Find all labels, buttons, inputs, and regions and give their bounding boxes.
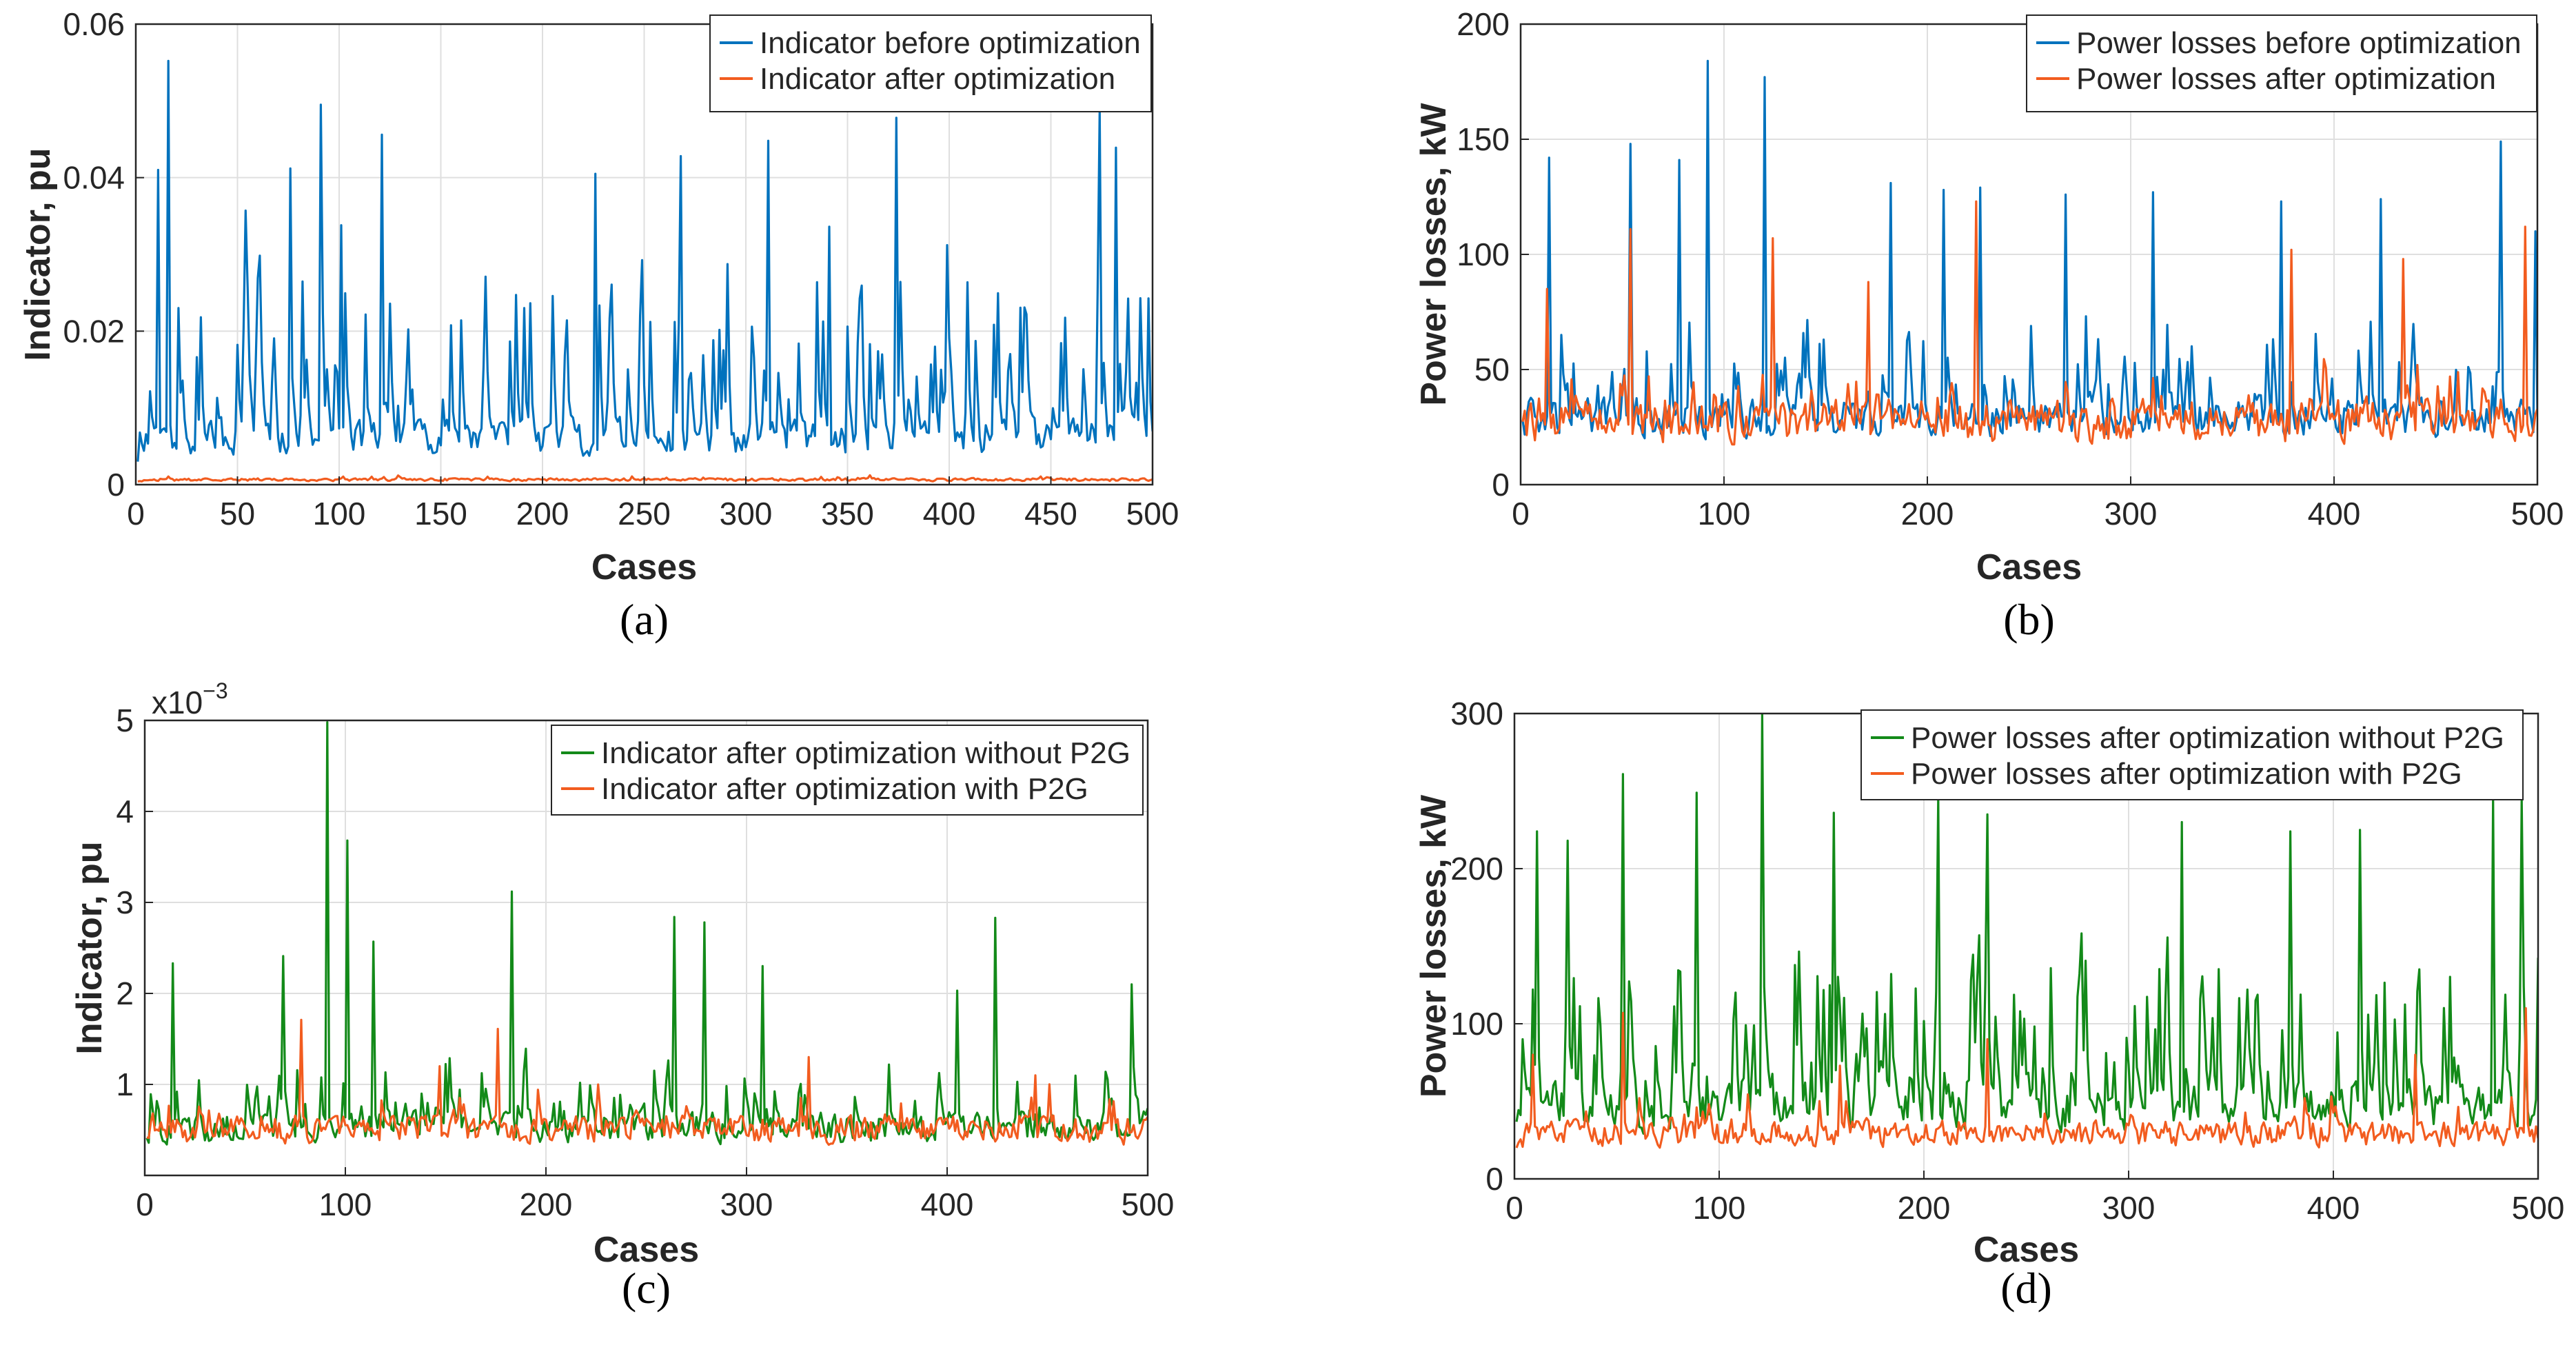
y-axis-label: Indicator, pu — [70, 841, 110, 1054]
y-axis-label: Power losses, kW — [1414, 102, 1454, 405]
y-tick-label: 0 — [107, 467, 125, 503]
x-tick-label: 350 — [821, 496, 874, 532]
y-tick-label: 200 — [1457, 6, 1510, 42]
x-tick-label: 100 — [1698, 496, 1751, 532]
x-tick-label: 150 — [414, 496, 467, 532]
x-tick-label: 500 — [2511, 496, 2564, 532]
y-tick-label: 0 — [1492, 467, 1510, 503]
legend: Indicator after optimization without P2G… — [551, 725, 1144, 816]
x-tick-label: 200 — [1901, 496, 1954, 532]
y-tick-label: 0.04 — [63, 160, 125, 196]
y-tick-label: 300 — [1450, 696, 1503, 731]
y-tick-label: 150 — [1457, 121, 1510, 157]
x-tick-label: 0 — [1512, 496, 1530, 532]
panel-label: (d) — [2000, 1264, 2052, 1313]
legend-box — [709, 14, 1152, 112]
y-tick-label: 2 — [116, 975, 134, 1011]
x-tick-label: 200 — [516, 496, 569, 532]
series-line-1 — [1521, 59, 2537, 441]
x-tick-label: 100 — [319, 1186, 372, 1222]
x-tick-label: 200 — [1898, 1190, 1951, 1226]
legend-entry-1: Power losses after optimization without … — [1911, 721, 2504, 755]
y-tick-label: 3 — [116, 884, 134, 920]
y-tick-label: 100 — [1450, 1006, 1503, 1042]
legend-box — [551, 725, 1144, 816]
series-line-2 — [1521, 200, 2537, 446]
x-tick-label: 400 — [2308, 496, 2361, 532]
x-tick-label: 300 — [2105, 496, 2158, 532]
x-axis-label: Cases — [594, 1230, 699, 1270]
series-line-1 — [1515, 714, 2538, 1135]
y-tick-label: 4 — [116, 793, 134, 829]
legend-entry-1: Indicator after optimization without P2G — [601, 736, 1130, 770]
panel-label: (a) — [620, 595, 669, 644]
x-tick-label: 0 — [127, 496, 145, 532]
x-axis-label: Cases — [591, 547, 697, 587]
multiplier-exponent: −3 — [203, 678, 227, 703]
x-tick-label: 200 — [520, 1186, 573, 1222]
legend-box — [2026, 14, 2537, 112]
legend: Power losses after optimization without … — [1860, 709, 2524, 800]
x-tick-label: 300 — [720, 1186, 773, 1222]
legend-box — [1860, 709, 2524, 800]
chart-panel-d: 0 100 200 300 400 500 0 100 200 300 Cases Power los… — [1414, 696, 2565, 1313]
x-tick-label: 400 — [2307, 1190, 2360, 1226]
y-axis-label: Power losses, kW — [1414, 794, 1454, 1098]
x-tick-label: 500 — [1122, 1186, 1175, 1222]
series-line-2 — [137, 474, 1153, 483]
x-tick-label: 0 — [136, 1186, 154, 1222]
x-tick-label: 450 — [1024, 496, 1077, 532]
y-axis-multiplier: x10−3 — [152, 678, 228, 720]
x-tick-label: 100 — [1693, 1190, 1746, 1226]
legend-entry-2: Indicator after optimization — [760, 62, 1115, 96]
series-line-2 — [1515, 1007, 2538, 1149]
x-tick-label: 250 — [618, 496, 671, 532]
panel-label: (b) — [2003, 595, 2055, 644]
x-axis-label: Cases — [1974, 1230, 2079, 1270]
x-tick-label: 0 — [1505, 1190, 1523, 1226]
x-tick-label: 50 — [220, 496, 255, 532]
x-tick-label: 300 — [720, 496, 773, 532]
multiplier-base: x10 — [152, 685, 203, 720]
x-tick-label: 400 — [923, 496, 976, 532]
y-tick-label: 0.06 — [63, 6, 125, 42]
chart-panel-b: 0 100 200 300 400 500 0 50 100 150 200 Cases Power l… — [1414, 6, 2564, 644]
series-line-1 — [136, 59, 1153, 462]
y-tick-label: 0 — [1485, 1161, 1503, 1197]
x-tick-label: 400 — [921, 1186, 974, 1222]
y-tick-label: 0.02 — [63, 313, 125, 349]
legend-entry-2: Power losses after optimization — [2076, 62, 2496, 96]
x-tick-label: 300 — [2102, 1190, 2156, 1226]
axes-frame — [143, 719, 1149, 1177]
legend-entry-1: Indicator before optimization — [760, 26, 1141, 60]
y-tick-label: 1 — [116, 1066, 134, 1102]
panel-label: (c) — [622, 1264, 671, 1313]
x-tick-label: 100 — [313, 496, 366, 532]
y-tick-label: 100 — [1457, 236, 1510, 272]
series-line-2 — [146, 1018, 1148, 1146]
chart-panel-a: 0 50 100 150 200 250 300 350 400 450 500 0 0.02 0.04 0… — [18, 6, 1179, 644]
chart-panel-c: 0 100 200 300 400 500 1 2 3 4 5 x10−3 Cases Indicator… — [70, 678, 1175, 1313]
x-tick-label: 500 — [2512, 1190, 2565, 1226]
legend-entry-2: Indicator after optimization with P2G — [601, 772, 1088, 806]
y-axis-label: Indicator, pu — [18, 148, 58, 361]
legend-entry-2: Power losses after optimization with P2G — [1911, 757, 2462, 791]
x-tick-label: 500 — [1126, 496, 1179, 532]
legend-entry-1: Power losses before optimization — [2076, 26, 2522, 60]
y-tick-label: 50 — [1474, 352, 1510, 387]
x-axis-label: Cases — [1976, 547, 2082, 587]
y-tick-label: 200 — [1450, 851, 1503, 887]
y-tick-label: 5 — [116, 702, 134, 738]
